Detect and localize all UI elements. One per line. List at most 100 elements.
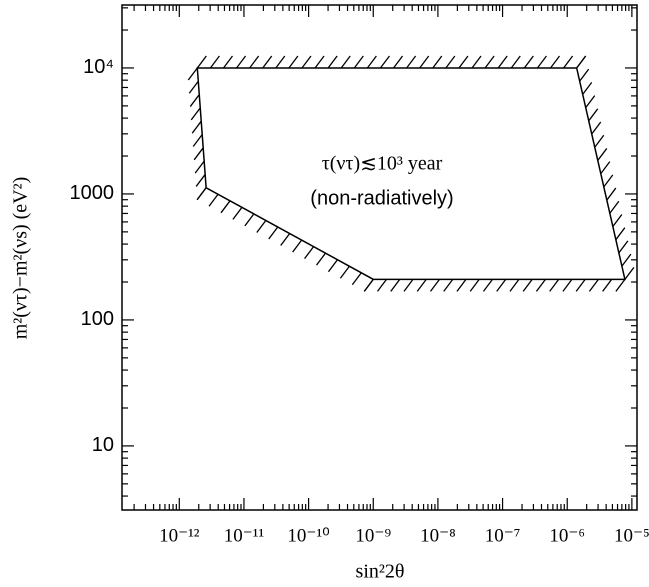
hatch: [563, 55, 574, 69]
hatch: [222, 55, 233, 69]
hatch: [535, 278, 546, 292]
x-tick-label: 10⁻⁶: [549, 525, 585, 546]
hatch: [191, 120, 202, 134]
hatch: [429, 278, 440, 292]
x-axis-label: sin²2θ: [356, 561, 405, 583]
hatch: [509, 278, 520, 292]
excluded-region-boundary: [196, 67, 626, 281]
x-tick-label: 10⁻¹¹: [224, 525, 265, 546]
hatch: [615, 227, 626, 241]
hatch: [262, 55, 273, 69]
x-tick-label: 10⁻⁷: [485, 525, 521, 546]
hatch: [403, 278, 414, 292]
hatch: [390, 278, 401, 292]
hatch: [304, 246, 315, 260]
x-tick-label: 10⁻⁹: [355, 525, 391, 546]
hatch: [588, 108, 599, 122]
hatch: [196, 55, 207, 69]
hatch: [236, 55, 247, 69]
hatch: [190, 107, 201, 121]
hatch: [188, 80, 199, 94]
hatch: [351, 272, 362, 286]
hatch: [220, 200, 231, 214]
hatch: [244, 213, 255, 227]
hatch: [209, 55, 220, 69]
hatch: [419, 55, 430, 69]
x-tick-label: 10⁻¹⁰: [287, 525, 329, 546]
x-tick-label: 10⁻¹²: [159, 525, 200, 546]
hatch: [594, 134, 605, 148]
hatch: [406, 55, 417, 69]
hatch: [393, 55, 404, 69]
plot-frame: [121, 4, 638, 511]
hatch: [562, 278, 573, 292]
hatch: [366, 55, 377, 69]
y-tick-label: 100: [81, 308, 114, 330]
hatch: [249, 55, 260, 69]
hatch: [194, 160, 205, 174]
hatch: [536, 55, 547, 69]
hatch: [327, 259, 338, 273]
hatch: [232, 206, 243, 220]
hatch: [523, 55, 534, 69]
hatch: [432, 55, 443, 69]
hatch: [456, 278, 467, 292]
hatch: [597, 148, 608, 161]
hatch: [618, 240, 629, 254]
hatch: [575, 278, 586, 292]
hatch: [497, 55, 508, 69]
hatch: [606, 187, 617, 201]
hatch: [588, 278, 599, 292]
hatch: [363, 278, 374, 292]
y-tick-label: 10⁴: [83, 56, 114, 78]
hatch: [340, 55, 351, 69]
y-tick-label: 1000: [70, 182, 115, 204]
hatch: [376, 278, 388, 292]
hatch: [471, 55, 482, 69]
hatch: [315, 252, 327, 266]
hatch: [510, 55, 521, 69]
hatch: [549, 55, 561, 69]
hatch: [256, 220, 267, 233]
y-axis-label: m²(ντ)−m²(νs) (eV²): [10, 177, 32, 340]
hatch: [445, 55, 456, 69]
hatch: [314, 55, 325, 69]
hatch: [288, 55, 299, 69]
annotation: τ(ντ)≲10³ year: [322, 153, 443, 175]
hatch: [615, 278, 626, 292]
hatch: [458, 55, 469, 69]
x-tick-label: 10⁻⁵: [614, 525, 649, 546]
hatch: [292, 239, 303, 253]
hatch: [339, 265, 350, 279]
y-tick-label: 10: [92, 434, 114, 456]
hatch: [522, 278, 533, 292]
hatch: [484, 55, 495, 69]
hatch: [603, 174, 614, 188]
hatch: [301, 55, 312, 69]
hatch: [192, 134, 203, 147]
hatch: [275, 55, 286, 69]
hatch: [469, 278, 480, 292]
hatch: [579, 68, 590, 82]
hatch: [576, 55, 587, 69]
hatch: [443, 278, 454, 292]
x-tick-label: 10⁻⁸: [420, 525, 456, 546]
hatch: [600, 161, 611, 175]
hatch: [195, 174, 206, 187]
hatch: [591, 121, 602, 135]
hatch: [268, 226, 279, 240]
hatch: [585, 95, 596, 108]
hatch: [612, 214, 623, 227]
hatch: [416, 278, 427, 292]
hatch: [187, 67, 198, 81]
hatch: [353, 55, 364, 69]
hatch: [609, 200, 620, 214]
hatch: [624, 266, 635, 280]
annotation: (non-radiatively): [310, 187, 453, 209]
hatch: [379, 55, 390, 69]
hatch: [549, 278, 560, 292]
hatch: [280, 233, 291, 246]
hatch: [496, 278, 507, 292]
